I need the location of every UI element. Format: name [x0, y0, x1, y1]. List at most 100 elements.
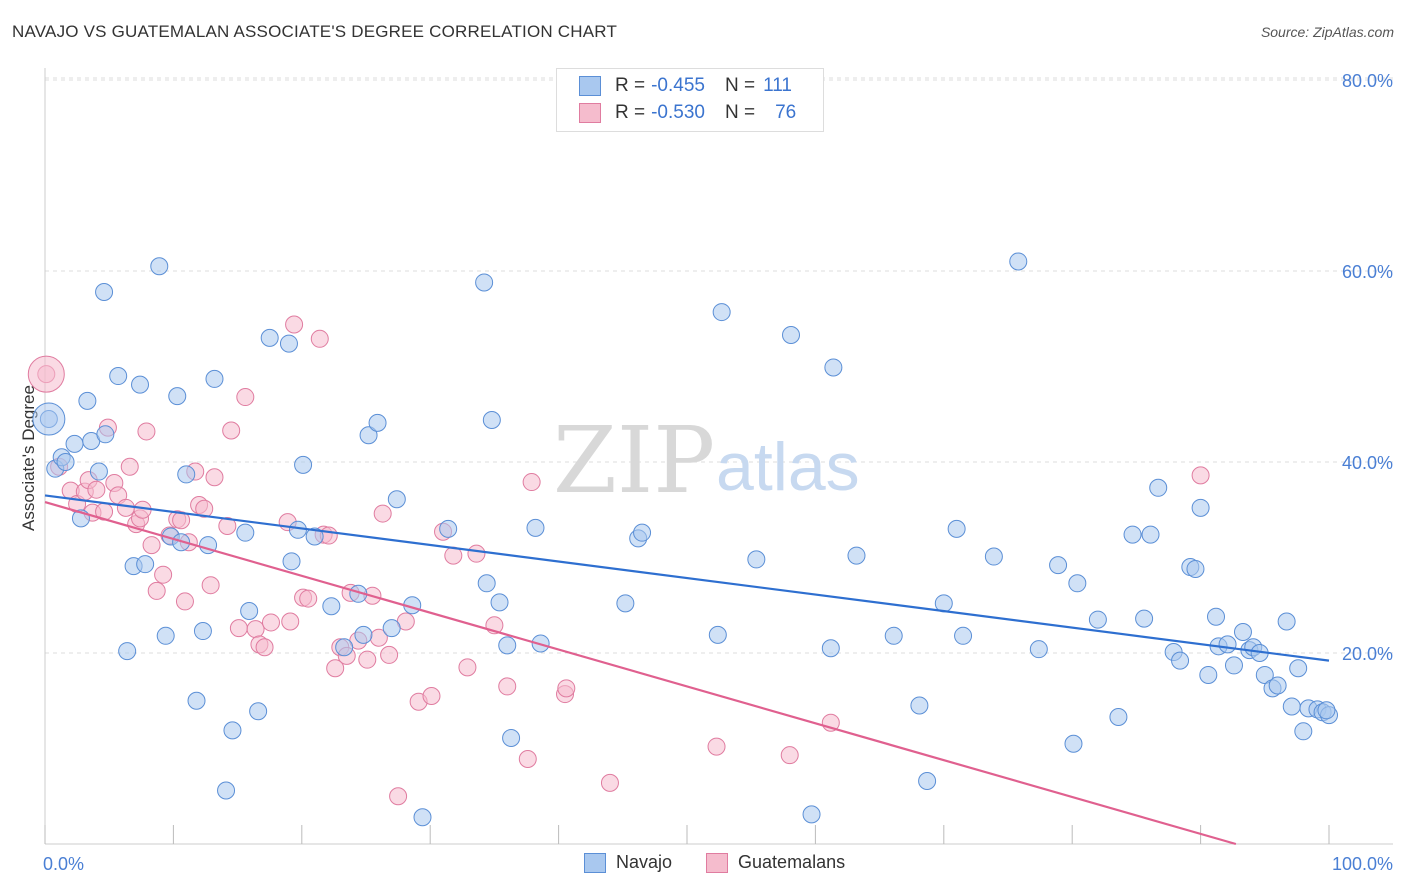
- legend-label-navajo: Navajo: [616, 852, 673, 872]
- guatemalan-point: [142, 536, 161, 555]
- navajo-point: [109, 367, 128, 386]
- navajo-point: [910, 696, 929, 715]
- guatemalan-point: [255, 638, 274, 657]
- navajo-point: [1233, 622, 1252, 641]
- navajo-point: [118, 642, 137, 661]
- navajo-point: [1009, 252, 1028, 271]
- navajo-point: [387, 490, 406, 509]
- r-label: R =: [615, 75, 646, 96]
- guatemalan-point: [116, 498, 135, 517]
- navajo-point: [249, 702, 268, 721]
- navajo-point: [96, 425, 115, 444]
- navajo-point: [413, 808, 432, 827]
- guatemalan-point: [310, 329, 329, 348]
- series-legend: Navajo Guatemalans: [584, 852, 879, 873]
- navajo-point: [236, 523, 255, 542]
- guatemalan-point: [326, 659, 345, 678]
- navajo-point: [1141, 525, 1160, 544]
- navajo-point: [616, 594, 635, 613]
- y-tick-labels: 20.0% 40.0% 60.0% 80.0%: [1342, 71, 1393, 664]
- guatemalan-point: [205, 468, 224, 487]
- guatemalan-point: [137, 422, 156, 441]
- guatemalan-point: [600, 773, 619, 792]
- navajo-point: [475, 273, 494, 292]
- navajo-point: [708, 625, 727, 644]
- navajo-point: [498, 636, 517, 655]
- guatemalan-point: [229, 619, 248, 638]
- navajo-point: [368, 413, 387, 432]
- guatemalan-point: [518, 750, 537, 769]
- y-tick-label: 80.0%: [1342, 71, 1393, 91]
- navajo-point: [223, 721, 242, 740]
- watermark: ZIP atlas: [553, 407, 860, 514]
- navajo-point: [1123, 525, 1142, 544]
- navajo-point: [1282, 697, 1301, 716]
- guatemalan-point: [261, 613, 280, 632]
- navajo-point: [502, 728, 521, 747]
- navajo-point: [1277, 612, 1296, 631]
- guatemalan-point: [147, 581, 166, 600]
- navajo-point: [359, 426, 378, 445]
- navajo-point: [78, 391, 97, 410]
- navajo-swatch: [579, 76, 601, 96]
- navajo-point: [477, 574, 496, 593]
- guatemalan-point-large: [27, 355, 65, 393]
- watermark-zip: ZIP: [553, 407, 715, 514]
- navajo-point: [1294, 722, 1313, 741]
- legend-item-guatemalans: Guatemalans: [706, 852, 845, 873]
- navajo-point: [1135, 609, 1154, 628]
- navajo-point: [305, 527, 324, 546]
- guatemalan-point: [358, 650, 377, 669]
- guatemalan-point: [389, 787, 408, 806]
- chart-title: NAVAJO VS GUATEMALAN ASSOCIATE'S DEGREE …: [12, 22, 618, 41]
- n-label: N =: [724, 102, 756, 123]
- y-tick-label: 60.0%: [1342, 262, 1393, 282]
- y-tick-label: 20.0%: [1342, 644, 1393, 664]
- guatemalan-point: [1191, 466, 1210, 485]
- guatemalan-point: [120, 457, 139, 476]
- navajo-point: [1049, 556, 1068, 575]
- navajo-point: [1224, 656, 1243, 675]
- trend-lines: [44, 494, 1330, 846]
- guatemalan-point: [201, 576, 220, 595]
- navajo-point: [954, 626, 973, 645]
- legend-row-navajo: R = -0.455 N = 111: [579, 73, 792, 99]
- guatemalan-point: [458, 658, 477, 677]
- x-tick-label: 0.0%: [43, 854, 84, 874]
- guatemalan-point: [467, 544, 486, 563]
- y-axis-title: Associate's Degree: [19, 385, 38, 531]
- navajo-point: [177, 465, 196, 484]
- guatemalan-point: [380, 645, 399, 664]
- navajo-point: [1149, 478, 1168, 497]
- navajo-point: [884, 626, 903, 645]
- navajo-point: [824, 358, 843, 377]
- navajo-point: [131, 375, 150, 394]
- navajo-point: [1255, 665, 1274, 684]
- guatemalan-point: [285, 315, 304, 334]
- guatemalan-point: [707, 737, 726, 756]
- navajo-point: [1191, 498, 1210, 517]
- correlation-legend: R = -0.455 N = 111 R = -0.530 N = 76: [556, 68, 824, 132]
- guatemalan-trend-line: [44, 501, 1237, 846]
- guatemalan-point: [522, 473, 541, 492]
- guatemalan-point: [87, 480, 106, 499]
- navajo-point: [947, 519, 966, 538]
- navajo-point: [802, 805, 821, 824]
- navajo-point: [156, 626, 175, 645]
- navajo-point: [747, 550, 766, 569]
- r-value: -0.530: [651, 102, 705, 123]
- navajo-point: [136, 555, 155, 574]
- navajo-point: [633, 523, 652, 542]
- x-tick-labels: 0.0% 100.0%: [43, 854, 1393, 874]
- guatemalan-point: [422, 686, 441, 705]
- navajo-point: [1289, 659, 1308, 678]
- navajo-point: [1207, 607, 1226, 626]
- guatemalan-point: [222, 421, 241, 440]
- guatemalan-point: [299, 589, 318, 608]
- navajo-trend-line: [44, 494, 1330, 662]
- navajo-point: [1199, 665, 1218, 684]
- guatemalan-point: [281, 612, 300, 631]
- navajo-point: [382, 619, 401, 638]
- guatemalan-point: [154, 565, 173, 584]
